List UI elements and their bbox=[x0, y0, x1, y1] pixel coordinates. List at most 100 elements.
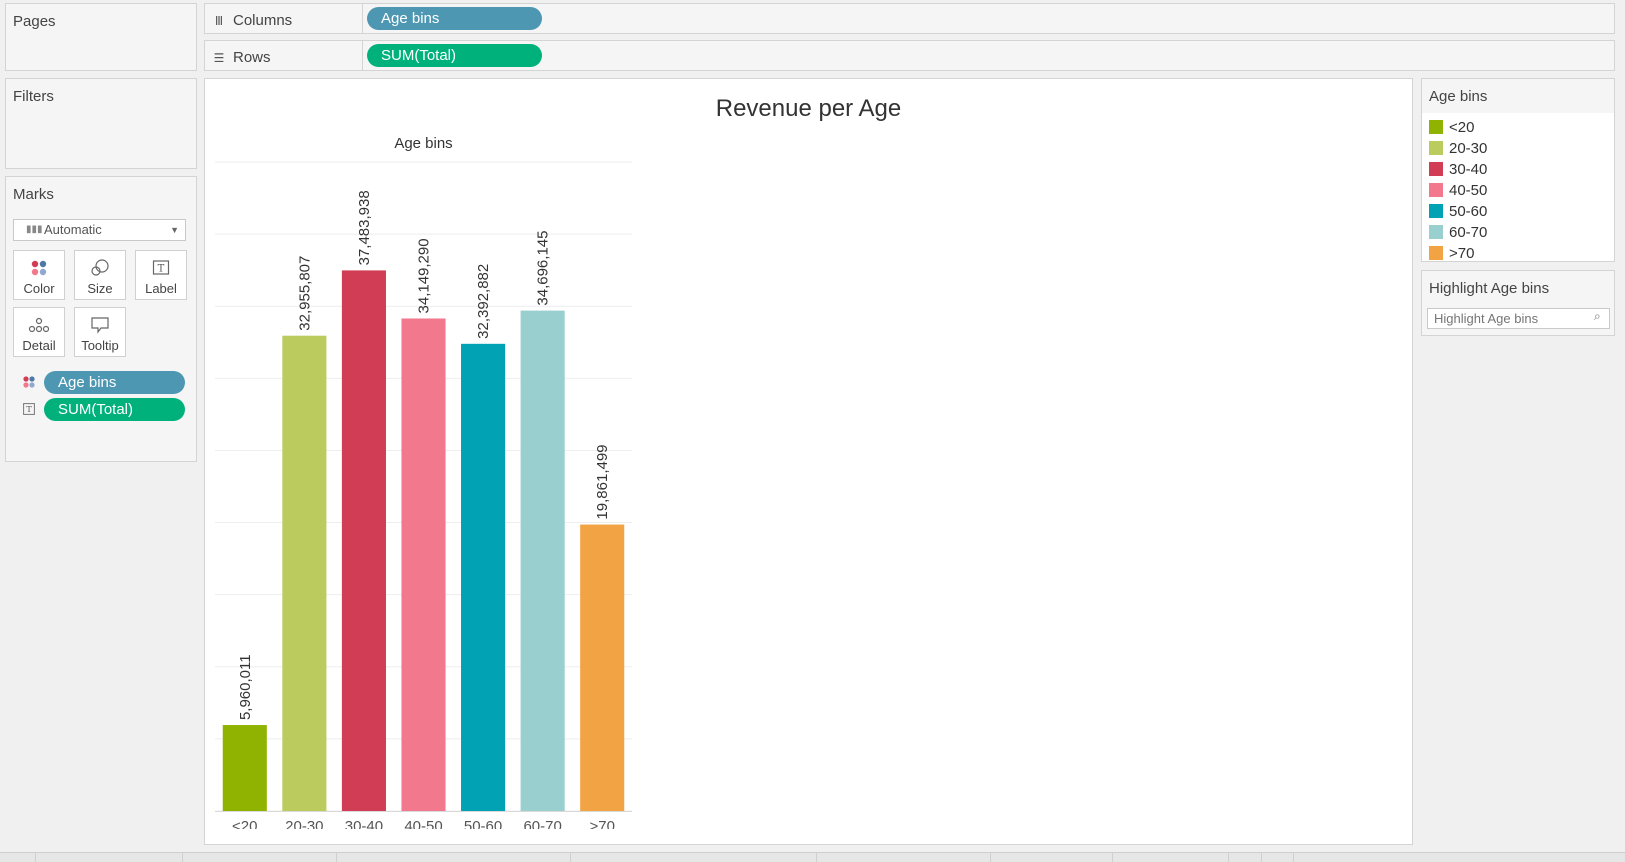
svg-text:T: T bbox=[26, 405, 32, 414]
marks-pill-age-bins[interactable]: Age bins bbox=[44, 370, 185, 394]
x-tick-label: 30-40 bbox=[345, 818, 383, 829]
rows-drop-area[interactable]: SUM(Total) bbox=[362, 41, 1614, 70]
columns-label-text: Columns bbox=[233, 12, 293, 29]
tab-separator bbox=[570, 853, 571, 862]
x-tick-label: 40-50 bbox=[404, 818, 442, 829]
columns-shelf-label: Ⅲ Columns bbox=[213, 12, 292, 29]
legend-swatch bbox=[1429, 225, 1443, 239]
legend-item-label: 40-50 bbox=[1449, 181, 1488, 199]
legend-item-label: 30-40 bbox=[1449, 160, 1488, 178]
legend-item-label: 50-60 bbox=[1449, 202, 1488, 220]
tab-separator bbox=[182, 853, 183, 862]
marks-card: Marks ▮▮▮ Automatic ▼ Color Size T Label… bbox=[5, 176, 197, 462]
bar[interactable] bbox=[341, 270, 386, 811]
legend-swatch bbox=[1429, 246, 1443, 260]
data-label: 32,392,882 bbox=[475, 264, 492, 339]
bar[interactable] bbox=[282, 335, 327, 811]
data-label: 5,960,011 bbox=[237, 654, 254, 720]
legend-item[interactable]: >70 bbox=[1429, 243, 1474, 263]
legend-header: Age bins bbox=[1422, 79, 1614, 113]
tooltip-bubble-icon bbox=[75, 316, 125, 334]
legend-item[interactable]: 40-50 bbox=[1429, 180, 1487, 200]
color-dots-icon bbox=[14, 259, 64, 277]
text-label-icon: T bbox=[136, 259, 186, 277]
columns-icon: Ⅲ bbox=[214, 13, 224, 28]
tab-separator bbox=[336, 853, 337, 862]
color-button[interactable]: Color bbox=[13, 250, 65, 300]
detail-button[interactable]: Detail bbox=[13, 307, 65, 357]
x-tick-label: 60-70 bbox=[523, 818, 561, 829]
bar[interactable] bbox=[401, 318, 446, 811]
tab-separator bbox=[35, 853, 36, 862]
bar[interactable] bbox=[520, 310, 565, 811]
legend-item[interactable]: 60-70 bbox=[1429, 222, 1487, 242]
data-label: 34,696,145 bbox=[535, 231, 552, 306]
data-label: 32,955,807 bbox=[296, 256, 313, 331]
size-circles-icon bbox=[75, 259, 125, 277]
x-tick-label: <20 bbox=[232, 818, 257, 829]
mark-type-dropdown[interactable]: ▮▮▮ Automatic ▼ bbox=[13, 219, 186, 241]
rows-icon: ☰ bbox=[213, 50, 225, 65]
rows-pill-sum-total[interactable]: SUM(Total) bbox=[367, 44, 542, 67]
bar[interactable] bbox=[580, 524, 625, 811]
tab-separator bbox=[990, 853, 991, 862]
viz-canvas: Revenue per Age Age bins 5,960,011 <20 32,9… bbox=[204, 78, 1413, 845]
label-button-label: Label bbox=[145, 281, 177, 296]
data-label: 19,861,499 bbox=[594, 444, 611, 519]
tab-separator bbox=[816, 853, 817, 862]
rows-label-text: Rows bbox=[233, 49, 271, 66]
svg-text:T: T bbox=[158, 264, 165, 275]
legend-swatch bbox=[1429, 120, 1443, 134]
size-button-label: Size bbox=[87, 281, 113, 296]
legend-item[interactable]: 30-40 bbox=[1429, 159, 1487, 179]
legend-item-label: >70 bbox=[1449, 244, 1475, 262]
legend-item-label: 60-70 bbox=[1449, 223, 1488, 241]
columns-drop-area[interactable]: Age bins bbox=[362, 4, 1614, 33]
color-button-label: Color bbox=[23, 281, 55, 296]
tab-separator bbox=[1228, 853, 1229, 862]
highlight-panel: Highlight Age bins ⌕ bbox=[1421, 270, 1615, 336]
legend-swatch bbox=[1429, 183, 1443, 197]
data-label: 34,149,290 bbox=[416, 238, 433, 313]
sheet-tab-bar[interactable] bbox=[0, 852, 1625, 862]
rows-shelf[interactable]: ☰ Rows SUM(Total) bbox=[204, 40, 1615, 71]
filters-shelf-label: Filters bbox=[13, 88, 54, 105]
mark-type-value: Automatic bbox=[44, 222, 102, 237]
column-header-label: Age bins bbox=[394, 135, 452, 152]
highlight-search-input[interactable] bbox=[1427, 308, 1610, 329]
columns-pill-age-bins[interactable]: Age bins bbox=[367, 7, 542, 30]
viz-title: Revenue per Age bbox=[715, 95, 902, 122]
pages-shelf[interactable]: Pages bbox=[5, 3, 197, 71]
legend-swatch bbox=[1429, 162, 1443, 176]
text-label-icon: T bbox=[22, 402, 36, 416]
chevron-down-icon: ▼ bbox=[170, 225, 179, 235]
color-dots-icon bbox=[22, 375, 36, 389]
bar-chart: Age bins 5,960,011 <20 32,955,807 20-30 37,48… bbox=[215, 135, 632, 829]
legend-item[interactable]: 20-30 bbox=[1429, 138, 1487, 158]
tooltip-button[interactable]: Tooltip bbox=[74, 307, 126, 357]
rows-shelf-label: ☰ Rows bbox=[213, 49, 271, 66]
x-tick-label: 50-60 bbox=[464, 818, 502, 829]
legend-item[interactable]: <20 bbox=[1429, 117, 1474, 137]
detail-dots-icon bbox=[14, 316, 64, 334]
detail-button-label: Detail bbox=[22, 338, 56, 353]
bar[interactable] bbox=[222, 725, 267, 811]
legend-item-label: 20-30 bbox=[1449, 139, 1488, 157]
bar-chart-icon: ▮▮▮ bbox=[26, 224, 43, 235]
search-icon: ⌕ bbox=[1594, 309, 1601, 323]
data-label: 37,483,938 bbox=[356, 190, 373, 265]
columns-shelf[interactable]: Ⅲ Columns Age bins bbox=[204, 3, 1615, 34]
size-button[interactable]: Size bbox=[74, 250, 126, 300]
legend-title: Age bins bbox=[1429, 88, 1488, 105]
bar[interactable] bbox=[461, 343, 506, 811]
tab-separator bbox=[1293, 853, 1294, 862]
marks-field-row: T SUM(Total) bbox=[22, 397, 185, 421]
filters-shelf[interactable]: Filters bbox=[5, 78, 197, 169]
legend-item[interactable]: 50-60 bbox=[1429, 201, 1487, 221]
pages-shelf-label: Pages bbox=[13, 13, 56, 30]
label-button[interactable]: T Label bbox=[135, 250, 187, 300]
marks-pill-sum-total[interactable]: SUM(Total) bbox=[44, 397, 185, 421]
highlight-title: Highlight Age bins bbox=[1429, 280, 1550, 297]
color-legend: Age bins <20 20-30 30-40 40-50 50-60 60-70 >70 bbox=[1421, 78, 1615, 262]
legend-swatch bbox=[1429, 204, 1443, 218]
